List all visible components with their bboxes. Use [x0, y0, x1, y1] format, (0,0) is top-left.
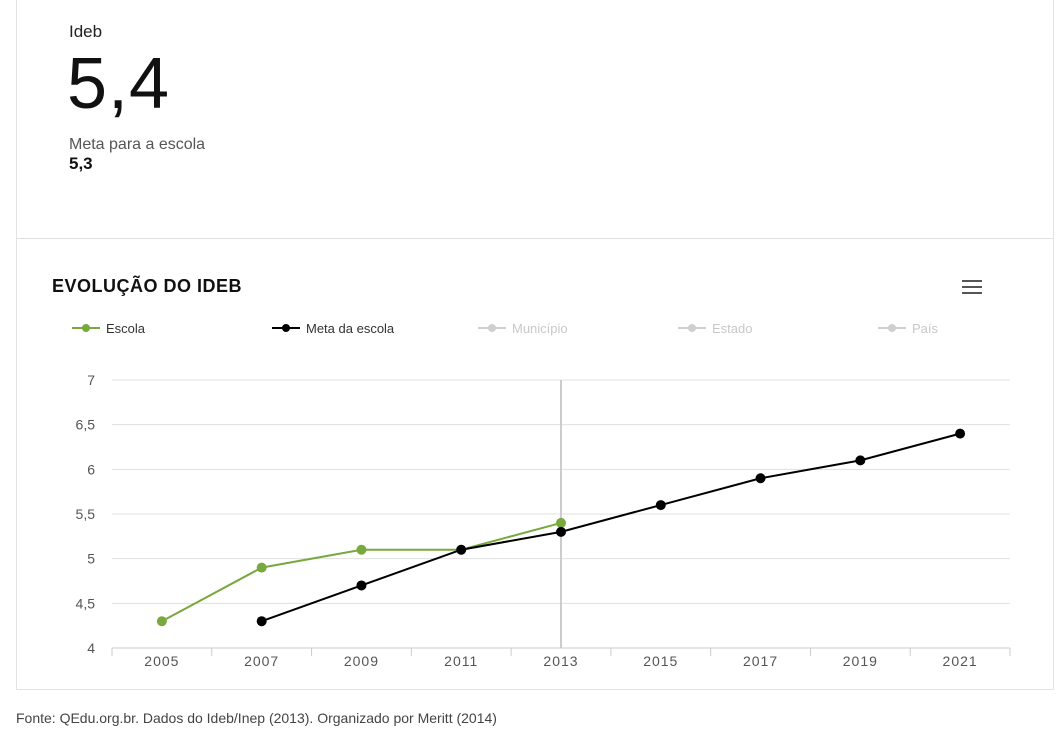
data-point-meta-escola [356, 580, 366, 590]
data-point-meta-escola [257, 616, 267, 626]
data-point-escola [356, 545, 366, 555]
x-tick-label: 2005 [144, 653, 179, 669]
x-tick-label: 2007 [244, 653, 279, 669]
data-point-escola [556, 518, 566, 528]
y-tick-label: 4 [87, 640, 95, 656]
x-tick-label: 2017 [743, 653, 778, 669]
x-tick-label: 2011 [444, 653, 478, 669]
y-tick-label: 6 [87, 461, 95, 477]
data-point-meta-escola [656, 500, 666, 510]
series-line-meta-escola [262, 434, 960, 622]
x-tick-label: 2019 [843, 653, 878, 669]
data-point-meta-escola [855, 455, 865, 465]
x-tick-label: 2015 [643, 653, 678, 669]
y-tick-label: 5 [87, 551, 95, 567]
data-point-escola [257, 563, 267, 573]
source-note: Fonte: QEdu.org.br. Dados do Ideb/Inep (… [16, 710, 497, 726]
y-tick-label: 7 [87, 372, 95, 388]
y-tick-label: 4,5 [76, 595, 96, 611]
y-tick-label: 5,5 [76, 506, 96, 522]
data-point-escola [157, 616, 167, 626]
data-point-meta-escola [556, 527, 566, 537]
x-tick-label: 2021 [943, 653, 978, 669]
y-tick-label: 6,5 [76, 417, 96, 433]
x-tick-label: 2013 [543, 653, 578, 669]
data-point-meta-escola [756, 473, 766, 483]
data-point-meta-escola [955, 429, 965, 439]
data-point-meta-escola [456, 545, 466, 555]
x-tick-label: 2009 [344, 653, 379, 669]
series-line-escola [162, 523, 561, 621]
